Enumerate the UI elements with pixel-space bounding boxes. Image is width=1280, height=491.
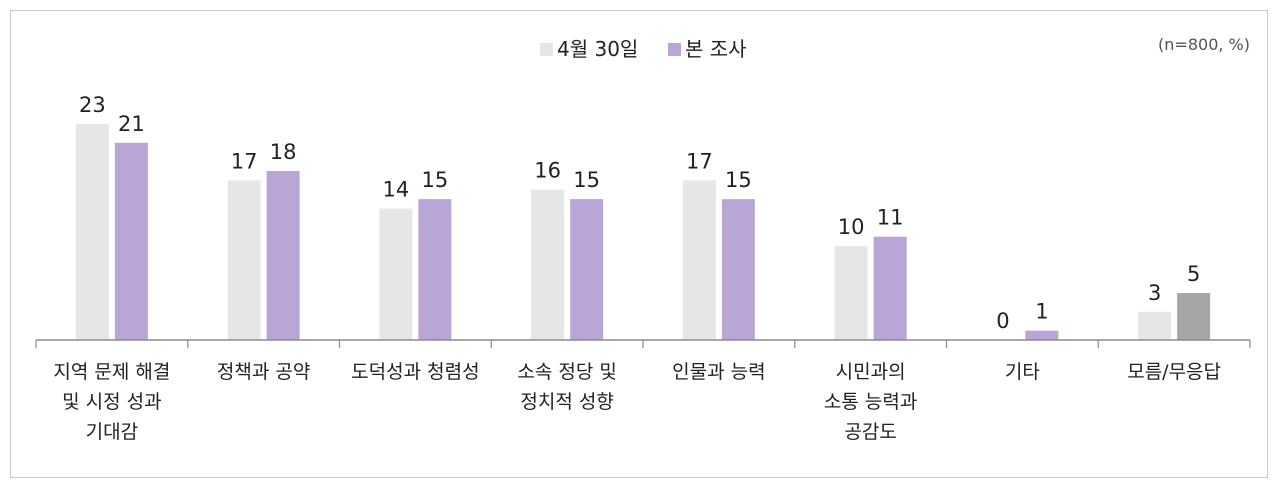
category-label-line: 시민과의 [836,361,906,383]
legend-label: 4월 30일 [557,37,638,61]
data-label: 17 [231,149,258,173]
legend-swatch [668,43,681,56]
category-label-line: 도덕성과 청렴성 [351,361,479,383]
data-label: 23 [79,93,106,117]
data-label: 15 [725,168,752,192]
bar-prev [531,189,565,340]
category-label: 모름/무응답 [1127,361,1221,383]
category-label-line: 기타 [1005,361,1040,383]
bar-current [114,142,148,340]
sample-note: (n=800, %) [1158,35,1250,54]
bar-current [1025,330,1059,340]
data-label: 17 [686,149,713,173]
bar-prev [834,246,868,340]
data-label: 3 [1148,281,1161,305]
category-label: 정책과 공약 [217,361,310,383]
bar-current [1177,293,1211,340]
data-label: 18 [270,140,297,164]
bar-current [721,199,755,340]
data-label: 21 [118,112,145,136]
bar-current [418,199,452,340]
data-label: 14 [383,178,410,202]
category-label-line: 정책과 공약 [217,361,310,383]
category-label-line: 소통 능력과 [824,391,917,413]
x-axis-ticks [35,340,1251,348]
category-label-line: 및 시정 성과 [62,391,161,413]
bars: 23 21 17 18 14 15 16 15 17 15 10 11 0 1 3 5 [75,93,1211,340]
bar-prev [682,180,716,340]
category-label-line: 공감도 [844,421,896,443]
data-label: 10 [838,215,865,239]
data-label: 5 [1187,262,1200,286]
bar-prev [1138,311,1172,340]
category-label-line: 소속 정당 및 [517,361,616,383]
legend-swatch [540,43,553,56]
data-label: 16 [534,159,561,183]
category-label-line: 기대감 [86,421,138,443]
bar-prev [75,124,109,340]
bar-prev [379,208,413,340]
bar-prev [227,180,261,340]
legend-label: 본 조사 [685,37,747,61]
data-label: 11 [877,206,904,230]
data-label: 0 [996,309,1009,333]
category-label: 인물과 능력 [672,361,765,383]
category-label: 도덕성과 청렴성 [351,361,479,383]
category-label-line: 정치적 성향 [520,391,613,413]
category-label: 기타 [1005,361,1040,383]
data-label: 15 [573,168,600,192]
legend: 4월 30일 본 조사 [540,37,747,61]
category-label-line: 모름/무응답 [1127,361,1221,383]
data-label: 15 [422,168,449,192]
chart-frame [10,10,1268,478]
bar-current [266,170,300,340]
bar-current [873,236,907,340]
category-label-line: 지역 문제 해결 [53,361,170,383]
bar-current [570,199,604,340]
data-label: 1 [1035,300,1048,324]
category-label-line: 인물과 능력 [672,361,765,383]
